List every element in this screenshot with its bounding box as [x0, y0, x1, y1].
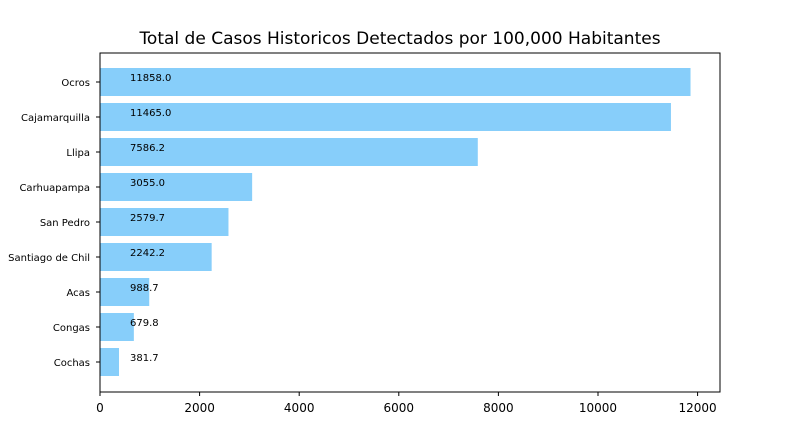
bar [100, 243, 212, 271]
bars-layer [100, 68, 691, 376]
category-label: Ocros [61, 78, 90, 89]
category-label: San Pedro [40, 218, 90, 229]
category-label: Congas [53, 323, 90, 334]
category-label: Acas [66, 288, 90, 299]
x-tick-label: 0 [96, 401, 104, 415]
bar [100, 173, 253, 201]
bar-value-label: 3055.0 [130, 178, 165, 189]
bar [100, 68, 691, 96]
bar [100, 208, 229, 236]
bar-value-label: 988.7 [130, 283, 159, 294]
category-label: Cajamarquilla [21, 113, 90, 124]
x-tick-label: 2000 [184, 401, 215, 415]
x-axis: 0 2000 4000 6000 8000 10000 12000 [96, 392, 717, 415]
category-label: Santiago de Chil [8, 253, 90, 264]
bar-value-label: 679.8 [130, 318, 159, 329]
category-label: Llipa [66, 148, 90, 159]
chart-title: Total de Casos Historicos Detectados por… [138, 29, 660, 49]
bar-value-label: 11465.0 [130, 108, 171, 119]
bar [100, 138, 478, 166]
category-label: Cochas [54, 358, 90, 369]
x-tick-label: 8000 [483, 401, 514, 415]
data-labels-layer: 11858.0 11465.0 7586.2 3055.0 2579.7 2242.2 98… [130, 73, 171, 364]
bar-value-label: 11858.0 [130, 73, 171, 84]
bar-value-label: 2242.2 [130, 248, 165, 259]
x-tick-label: 12000 [678, 401, 716, 415]
x-tick-label: 10000 [579, 401, 617, 415]
x-tick-label: 4000 [284, 401, 315, 415]
bar [100, 278, 150, 306]
bar-value-label: 7586.2 [130, 143, 165, 154]
bar [100, 103, 671, 131]
bar-value-label: 2579.7 [130, 213, 165, 224]
bar [100, 313, 134, 341]
bar-value-label: 381.7 [130, 353, 159, 364]
bar [100, 348, 120, 376]
plot-frame [99, 52, 721, 393]
x-tick-label: 6000 [384, 401, 415, 415]
y-axis: Ocros Cajamarquilla Llipa Carhuapampa San Pe… [8, 78, 100, 369]
category-label: Carhuapampa [19, 183, 90, 194]
